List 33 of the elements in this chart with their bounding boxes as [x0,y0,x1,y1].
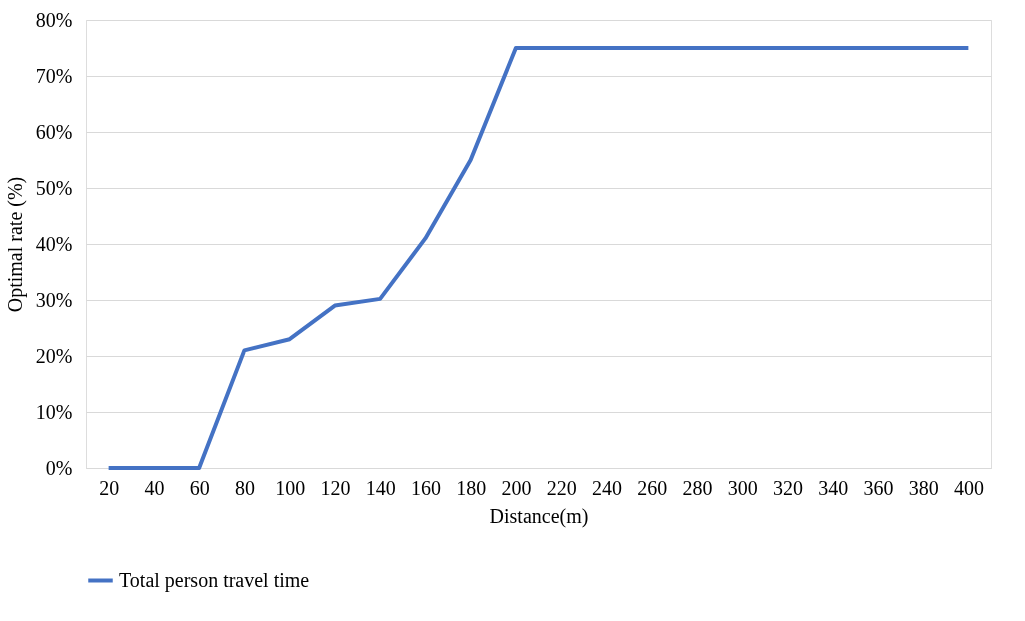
y-tick-label: 80% [35,8,73,31]
x-tick-label: 80 [234,476,255,499]
x-tick-label: 300 [727,476,758,499]
x-tick-label: 20 [99,476,120,499]
y-tick-label: 10% [35,400,73,423]
y-tick-label: 70% [35,64,73,87]
x-tick-label: 240 [591,476,622,499]
y-axis-title: Optimal rate (%) [3,176,27,313]
y-tick-label: 0% [45,456,73,479]
y-tick-label: 50% [35,176,73,199]
x-tick-label: 180 [456,476,487,499]
y-tick-label: 60% [35,120,73,143]
x-tick-label: 400 [953,476,984,499]
x-tick-label: 360 [863,476,894,499]
legend-label: Total person travel time [119,568,310,592]
x-tick-label: 60 [189,476,210,499]
x-tick-label: 160 [410,476,441,499]
x-tick-label: 120 [320,476,351,499]
x-tick-label: 340 [818,476,849,499]
x-axis-title: Distance(m) [489,504,589,528]
y-tick-label: 40% [35,232,73,255]
y-tick-label: 30% [35,288,73,311]
x-tick-label: 140 [365,476,396,499]
y-tick-label: 20% [35,344,73,367]
line-series [106,46,971,470]
x-tick-label: 320 [772,476,803,499]
x-tick-label: 40 [144,476,165,499]
x-tick-label: 100 [275,476,306,499]
x-tick-label: 220 [546,476,577,499]
x-tick-label: 280 [682,476,713,499]
x-tick-label: 260 [637,476,668,499]
x-tick-label: 200 [501,476,532,499]
x-tick-label: 380 [908,476,939,499]
